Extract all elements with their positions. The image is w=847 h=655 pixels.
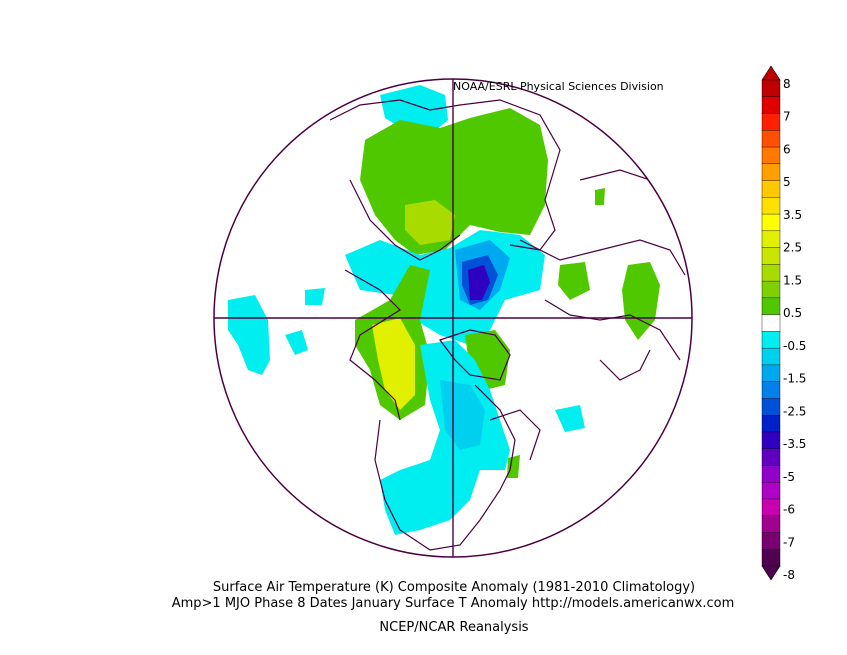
colorbar-label: 8 xyxy=(783,77,791,91)
colorbar-label: -8 xyxy=(783,568,795,582)
colorbar-swatch xyxy=(761,532,781,550)
colorbar-label: -1.5 xyxy=(783,372,806,386)
colorbar-swatch xyxy=(761,314,781,332)
anomaly-warm-alaska-core xyxy=(372,318,415,410)
colorbar-swatch xyxy=(761,347,781,366)
caption-title: Surface Air Temperature (K) Composite An… xyxy=(212,580,696,595)
colorbar-swatch xyxy=(761,180,781,198)
colorbar-label: -6 xyxy=(783,503,795,517)
colorbar-swatch xyxy=(761,213,781,232)
colorbar-label: 6 xyxy=(783,142,791,156)
colorbar-swatch xyxy=(761,297,781,316)
caption-subtitle: Amp>1 MJO Phase 8 Dates January Surface … xyxy=(171,596,735,611)
colorbar-swatch xyxy=(761,331,781,349)
colorbar-swatch xyxy=(761,364,781,383)
anomaly-fields xyxy=(214,79,692,557)
colorbar-swatch xyxy=(761,264,781,282)
colorbar-label: 3.5 xyxy=(783,208,802,222)
colorbar-swatch xyxy=(761,498,781,517)
colorbar-label: -3.5 xyxy=(783,437,806,451)
colorbar-label: 5 xyxy=(783,175,791,189)
colorbar-label: 0.5 xyxy=(783,306,802,320)
colorbar-swatch xyxy=(761,381,781,399)
colorbar-label: -2.5 xyxy=(783,404,806,418)
colorbar-label: 1.5 xyxy=(783,273,802,287)
colorbar-swatch xyxy=(761,163,781,182)
colorbar-swatch xyxy=(761,482,781,500)
colorbar-label: -0.5 xyxy=(783,339,806,353)
colorbar-swatch xyxy=(761,414,781,433)
colorbar-swatch xyxy=(761,465,781,483)
colorbar-label: 7 xyxy=(783,110,791,124)
anomaly-warm-europe-2 xyxy=(558,262,590,300)
anomaly-cold-atlantic xyxy=(555,405,585,432)
anomaly-warm-europe xyxy=(622,262,660,340)
colorbar-swatch xyxy=(761,398,781,416)
colorbar-min-arrow xyxy=(761,565,781,581)
anomaly-cold-north-america xyxy=(380,340,510,535)
colorbar-swatch xyxy=(761,247,781,265)
anomaly-cold-pacific xyxy=(228,295,270,375)
anomaly-cold-pacific-2 xyxy=(305,288,325,305)
globe-border xyxy=(213,78,693,558)
anomaly-cold-pacific-3 xyxy=(285,330,308,355)
colorbar-label: 2.5 xyxy=(783,241,802,255)
anomaly-warm-atlantic xyxy=(507,455,520,478)
colorbar-swatch xyxy=(761,280,781,299)
colorbar-max-arrow xyxy=(761,65,781,81)
colorbar-swatch xyxy=(761,146,781,165)
colorbar-swatch xyxy=(761,515,781,533)
colorbar-swatch xyxy=(761,448,781,466)
anomaly-warm-east-siberia xyxy=(595,188,605,205)
credit-text: NOAA/ESRL Physical Sciences Division xyxy=(453,80,664,93)
colorbar-swatch xyxy=(761,230,781,249)
colorbar-swatch xyxy=(761,431,781,450)
colorbar-swatch xyxy=(761,197,781,215)
anomaly-cold-greenland-3 xyxy=(468,265,490,300)
anomaly-warm-siberia-core xyxy=(405,200,455,245)
colorbar-swatch xyxy=(761,79,781,98)
colorbar-swatch xyxy=(761,96,781,115)
colorbar: 8 7 6 5 3.5 2.5 1.5 0.5 -0.5 -1.5 -2.5 -3.5 -5 -6 -7 -8 xyxy=(761,65,806,582)
colorbar-swatch xyxy=(761,549,781,567)
colorbar-swatch xyxy=(761,130,781,148)
colorbar-label: -7 xyxy=(783,535,795,549)
colorbar-label: -5 xyxy=(783,470,795,484)
colorbar-swatch xyxy=(761,113,781,131)
anomaly-cold-central xyxy=(440,380,485,450)
caption-source: NCEP/NCAR Reanalysis xyxy=(379,620,529,635)
